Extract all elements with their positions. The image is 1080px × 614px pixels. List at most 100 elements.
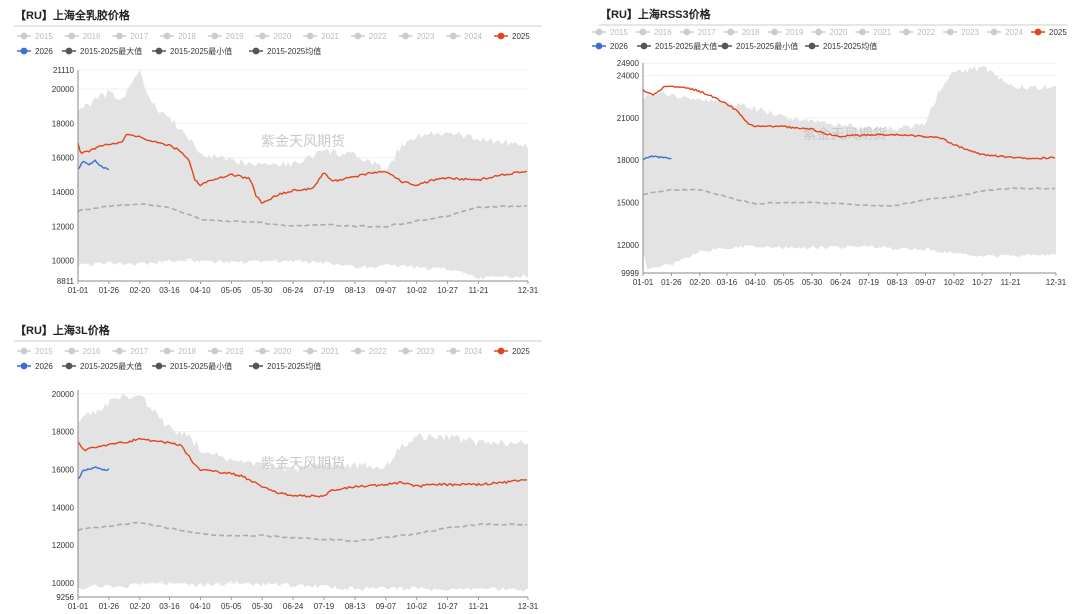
svg-text:2015-2025最大值: 2015-2025最大值: [80, 361, 142, 371]
legend-item-2026[interactable]: 2026: [17, 362, 53, 371]
legend-item-2015[interactable]: 2015: [17, 347, 53, 356]
legend-item-2016[interactable]: 2016: [64, 347, 101, 356]
x-tick-label: 03-16: [159, 602, 180, 611]
y-tick-label: 21110: [53, 66, 75, 75]
legend-item-min[interactable]: 2015-2025最小值: [152, 361, 232, 371]
legend-item-max[interactable]: 2015-2025最大值: [62, 46, 142, 56]
svg-text:2017: 2017: [698, 28, 716, 37]
watermark: 紫金天风期货: [261, 133, 345, 149]
legend-item-2020[interactable]: 2020: [811, 28, 848, 37]
y-tick-label: 18000: [52, 428, 75, 437]
legend-item-2019[interactable]: 2019: [207, 32, 244, 41]
svg-text:2015: 2015: [35, 32, 53, 41]
series-max-min-band: [78, 70, 528, 280]
legend-item-2021[interactable]: 2021: [855, 28, 892, 37]
chart-title: 【RU】上海RSS3价格: [600, 7, 712, 21]
svg-text:2026: 2026: [610, 42, 628, 51]
legend-item-min[interactable]: 2015-2025最小值: [152, 46, 232, 56]
legend-item-2023[interactable]: 2023: [398, 347, 435, 356]
svg-text:2016: 2016: [83, 347, 101, 356]
x-tick-label: 05-30: [802, 278, 823, 287]
legend-item-2024[interactable]: 2024: [987, 28, 1023, 37]
legend-item-2015[interactable]: 2015: [592, 28, 628, 37]
legend-item-2022[interactable]: 2022: [350, 32, 387, 41]
legend-item-2025[interactable]: 2025: [1031, 28, 1067, 37]
svg-text:2019: 2019: [226, 347, 244, 356]
y-tick-label: 21000: [617, 114, 640, 123]
watermark: 紫金天风期货: [261, 455, 345, 471]
legend-item-2018[interactable]: 2018: [723, 28, 760, 37]
legend-item-2017[interactable]: 2017: [112, 32, 149, 41]
legend-item-2022[interactable]: 2022: [350, 347, 387, 356]
y-tick-label: 16000: [52, 465, 75, 474]
svg-text:2016: 2016: [83, 32, 101, 41]
svg-text:2023: 2023: [417, 347, 435, 356]
y-tick-label: 15000: [617, 199, 640, 208]
x-tick-label: 11-21: [469, 602, 489, 611]
legend-item-2025[interactable]: 2025: [494, 32, 530, 41]
svg-text:2015-2025均值: 2015-2025均值: [823, 41, 877, 51]
x-tick-label: 01-01: [68, 602, 89, 611]
svg-text:2026: 2026: [35, 47, 53, 56]
svg-text:2024: 2024: [1005, 28, 1023, 37]
x-tick-label: 04-10: [190, 286, 211, 295]
legend-item-2018[interactable]: 2018: [160, 347, 196, 356]
svg-text:2024: 2024: [464, 347, 482, 356]
x-tick-label: 03-16: [717, 278, 738, 287]
x-tick-label: 06-24: [283, 286, 304, 295]
legend-item-2019[interactable]: 2019: [207, 347, 244, 356]
svg-text:2015-2025最大值: 2015-2025最大值: [655, 41, 717, 51]
svg-text:2020: 2020: [830, 28, 848, 37]
legend-item-2018[interactable]: 2018: [160, 32, 196, 41]
legend-item-2017[interactable]: 2017: [112, 347, 149, 356]
series-2025: [77, 133, 528, 204]
x-tick-label: 05-30: [252, 286, 273, 295]
legend-item-2026[interactable]: 2026: [592, 42, 628, 51]
legend-item-2022[interactable]: 2022: [899, 28, 936, 37]
legend-item-2021[interactable]: 2021: [303, 32, 340, 41]
legend-item-max[interactable]: 2015-2025最大值: [62, 361, 142, 371]
legend-item-mean[interactable]: 2015-2025均值: [805, 41, 877, 51]
x-tick-label: 10-02: [407, 602, 428, 611]
chart-title: 【RU】上海全乳胶价格: [15, 8, 131, 22]
legend-item-2020[interactable]: 2020: [255, 347, 292, 356]
y-tick-label: 10000: [52, 579, 75, 588]
legend-item-2024[interactable]: 2024: [446, 347, 483, 356]
svg-text:2021: 2021: [321, 32, 339, 41]
legend-item-max[interactable]: 2015-2025最大值: [637, 41, 717, 51]
legend-item-2016[interactable]: 2016: [64, 32, 101, 41]
y-tick-label: 14000: [52, 188, 75, 197]
legend-item-2024[interactable]: 2024: [446, 32, 483, 41]
x-tick-label: 05-05: [221, 602, 242, 611]
legend-item-2015[interactable]: 2015: [17, 32, 53, 41]
legend-item-2023[interactable]: 2023: [398, 32, 435, 41]
legend-item-2017[interactable]: 2017: [679, 28, 716, 37]
y-tick-label: 18000: [52, 119, 75, 128]
legend-item-2026[interactable]: 2026: [17, 47, 53, 56]
x-tick-label: 09-07: [915, 278, 936, 287]
legend-item-2025[interactable]: 2025: [494, 347, 530, 356]
svg-text:2015-2025最小值: 2015-2025最小值: [170, 361, 232, 371]
series-2026: [642, 155, 672, 161]
legend-item-2023[interactable]: 2023: [943, 28, 980, 37]
svg-text:2018: 2018: [742, 28, 760, 37]
y-tick-label: 16000: [52, 154, 75, 163]
svg-text:2017: 2017: [130, 347, 148, 356]
y-tick-label: 12000: [52, 541, 75, 550]
x-tick-label: 12-31: [1046, 278, 1067, 287]
x-tick-label: 12-31: [518, 286, 539, 295]
svg-text:2025: 2025: [512, 347, 530, 356]
legend-item-2020[interactable]: 2020: [255, 32, 292, 41]
legend-item-2019[interactable]: 2019: [767, 28, 804, 37]
legend-item-2021[interactable]: 2021: [303, 347, 340, 356]
series-max-min-band: [78, 393, 528, 592]
x-tick-label: 05-30: [252, 602, 273, 611]
y-tick-label: 9256: [56, 593, 74, 602]
legend-item-min[interactable]: 2015-2025最小值: [718, 41, 798, 51]
series-2025: [642, 85, 1056, 160]
legend-item-mean[interactable]: 2015-2025均值: [249, 46, 321, 56]
legend-item-mean[interactable]: 2015-2025均值: [249, 361, 321, 371]
legend-item-2016[interactable]: 2016: [635, 28, 672, 37]
x-tick-label: 01-01: [633, 278, 654, 287]
x-tick-label: 01-26: [99, 602, 120, 611]
